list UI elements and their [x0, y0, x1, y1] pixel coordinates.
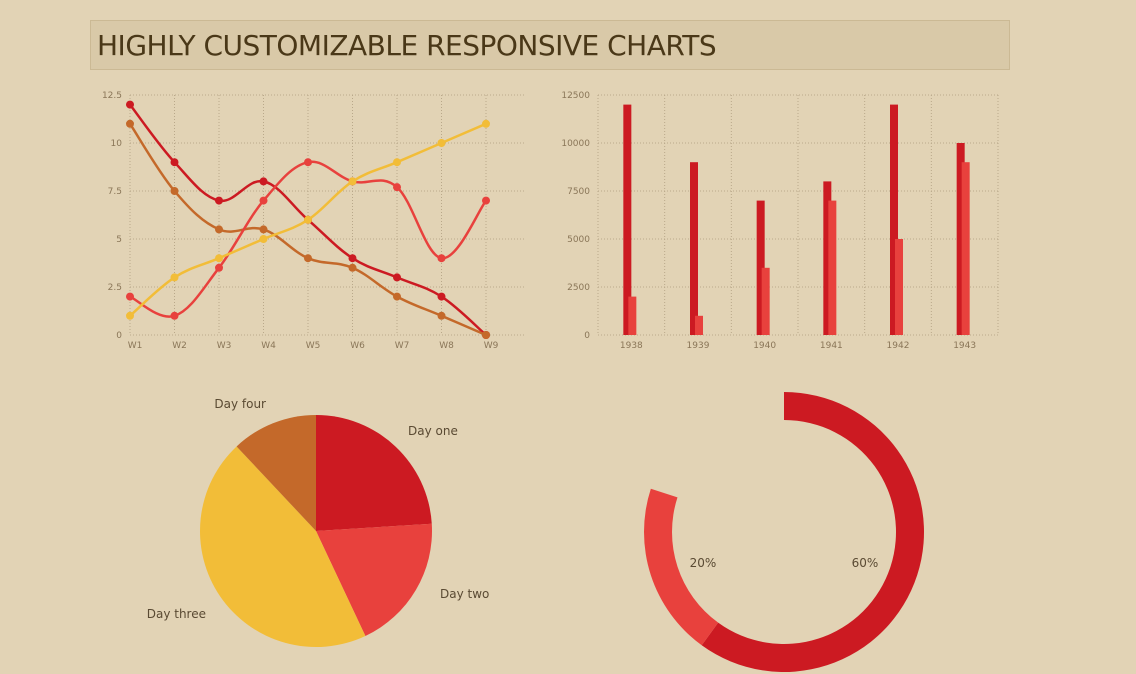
line-point: [170, 273, 179, 282]
bar-x-tick: 1942: [887, 341, 910, 351]
title-bar: HIGHLY CUSTOMIZABLE RESPONSIVE CHARTS: [90, 20, 1010, 70]
line-point: [170, 158, 179, 167]
bar-1939-s1: [690, 162, 698, 335]
pie-slice-1: [316, 415, 432, 531]
line-point: [348, 254, 357, 263]
bar-x-tick: 1939: [687, 341, 710, 351]
line-point: [259, 235, 268, 243]
bar-y-tick: 12500: [561, 91, 590, 101]
line-point: [126, 100, 134, 109]
line-y-tick: 7.5: [108, 187, 122, 197]
pie-slice-4: [236, 415, 316, 531]
bar-y-tick: 7500: [567, 187, 590, 197]
donut-label: 60%: [852, 556, 879, 570]
line-point: [393, 273, 401, 282]
donut-label: 20%: [690, 556, 717, 570]
line-y-tick: 10: [111, 139, 123, 149]
line-point: [170, 187, 179, 195]
pie-label: Day four: [214, 397, 266, 411]
line-point: [170, 311, 179, 320]
line-point: [482, 196, 490, 205]
bar-y-tick: 0: [584, 331, 590, 341]
line-point: [482, 331, 490, 339]
line-point: [304, 158, 312, 167]
line-point: [482, 119, 490, 128]
line-point: [259, 225, 268, 234]
line-y-tick: 5: [116, 235, 122, 245]
line-y-tick: 2.5: [108, 283, 122, 293]
donut-segment-2: [644, 488, 719, 646]
pie-label: Day three: [147, 607, 206, 621]
bar-1943-s1: [956, 143, 965, 335]
donut-segment-1: [701, 392, 925, 672]
line-point: [393, 183, 401, 192]
pie-label: Day one: [408, 424, 458, 438]
line-point: [126, 292, 134, 301]
line-x-tick: W2: [172, 341, 187, 351]
line-point: [348, 177, 357, 186]
bar-x-tick: 1941: [820, 341, 843, 351]
line-y-tick: 0: [116, 331, 122, 341]
line-y-tick: 12.5: [102, 91, 122, 101]
bar-y-tick: 5000: [567, 235, 590, 245]
bar-1940-s1: [756, 200, 765, 335]
bar-y-tick: 10000: [561, 139, 590, 149]
page-title: HIGHLY CUSTOMIZABLE RESPONSIVE CHARTS: [97, 29, 717, 62]
bar-1942-s1: [890, 104, 898, 335]
line-x-tick: W1: [128, 341, 143, 351]
line-point: [215, 254, 223, 263]
line-point: [437, 254, 446, 263]
pie-label: Day two: [440, 587, 489, 601]
line-point: [437, 139, 446, 147]
line-point: [348, 263, 357, 272]
bar-1943-s2: [961, 162, 970, 335]
bar-x-tick: 1940: [753, 341, 776, 351]
line-point: [393, 158, 401, 167]
line-x-tick: W7: [395, 341, 410, 351]
bar-x-tick: 1943: [953, 341, 976, 351]
bar-1942-s2: [895, 239, 903, 335]
line-point: [126, 311, 134, 320]
line-x-tick: W9: [484, 341, 499, 351]
line-point: [259, 177, 268, 186]
pie-slice-2: [316, 523, 432, 636]
bar-1939-s2: [695, 315, 703, 335]
line-x-tick: W3: [217, 341, 232, 351]
bar-1941-s2: [828, 200, 837, 335]
line-point: [437, 292, 446, 301]
line-x-tick: W6: [350, 341, 365, 351]
line-point: [393, 292, 401, 301]
line-point: [126, 119, 134, 128]
line-point: [437, 311, 446, 320]
line-x-tick: W4: [261, 341, 276, 351]
bar-y-tick: 2500: [567, 283, 590, 293]
bar-1938-s2: [628, 296, 637, 335]
line-point: [304, 254, 312, 263]
line-point: [304, 215, 312, 224]
bar-1940-s2: [761, 267, 770, 335]
line-x-tick: W8: [439, 341, 454, 351]
line-x-tick: W5: [306, 341, 321, 351]
pie-slice-3: [200, 446, 366, 647]
line-point: [259, 196, 268, 205]
bar-1941-s1: [823, 181, 832, 335]
line-point: [215, 196, 223, 205]
line-point: [215, 225, 223, 234]
line-point: [215, 263, 223, 272]
bar-1938-s1: [623, 104, 632, 335]
bar-x-tick: 1938: [620, 341, 643, 351]
